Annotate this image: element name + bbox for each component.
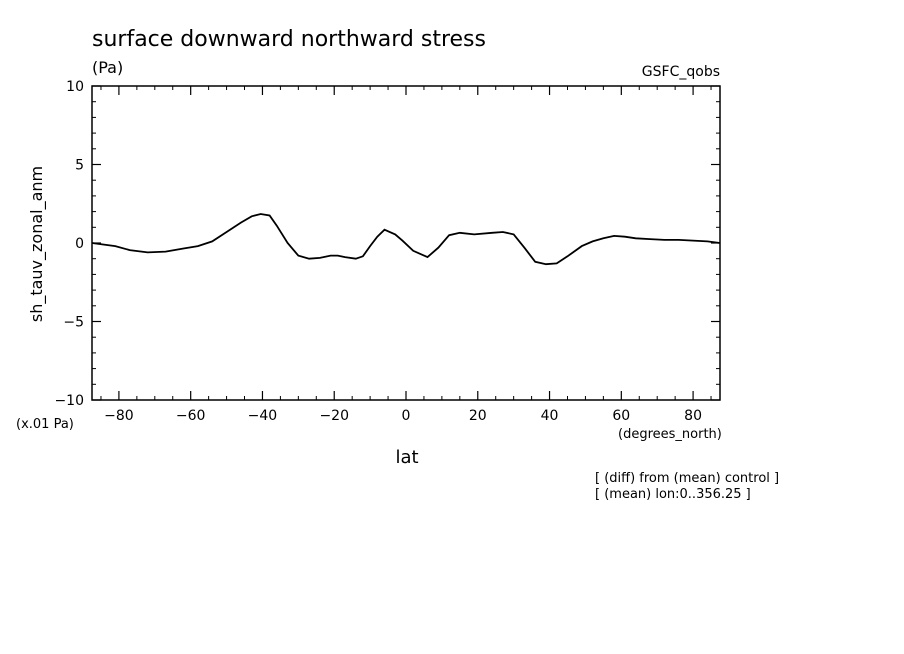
x-axis-label: lat — [395, 447, 418, 468]
y-tick-label: 10 — [66, 79, 84, 95]
x-axis-ticks: −80 −60 −40 −20 0 20 40 60 80 — [100, 86, 712, 424]
x-tick-label: 60 — [612, 408, 630, 424]
x-tick-label: −40 — [248, 408, 278, 424]
y-axis-units: (x.01 Pa) — [16, 417, 74, 432]
y-tick-label: −5 — [63, 315, 84, 331]
y-axis-ticks: −10 −5 0 5 10 — [54, 79, 720, 409]
x-tick-label: 40 — [541, 408, 559, 424]
chart-title: surface downward northward stress — [92, 27, 486, 52]
x-tick-label: 20 — [469, 408, 487, 424]
x-tick-label: 80 — [684, 408, 702, 424]
series-line — [91, 213, 721, 266]
y-axis-label: sh_tauv_zonal_anm — [27, 166, 47, 322]
x-tick-label: −20 — [319, 408, 349, 424]
x-tick-label: −60 — [176, 408, 206, 424]
dataset-label: GSFC_qobs — [642, 64, 720, 80]
y-tick-label: −10 — [54, 393, 84, 409]
y-tick-label: 0 — [75, 236, 84, 252]
x-axis-units: (degrees_north) — [618, 427, 722, 442]
y-tick-label: 5 — [75, 158, 84, 174]
x-tick-label: 0 — [402, 408, 411, 424]
x-tick-label: −80 — [104, 408, 134, 424]
title-units: (Pa) — [92, 58, 123, 77]
note-line-1: [ (diff) from (mean) control ] — [595, 471, 779, 486]
note-line-2: [ (mean) lon:0..356.25 ] — [595, 487, 751, 502]
